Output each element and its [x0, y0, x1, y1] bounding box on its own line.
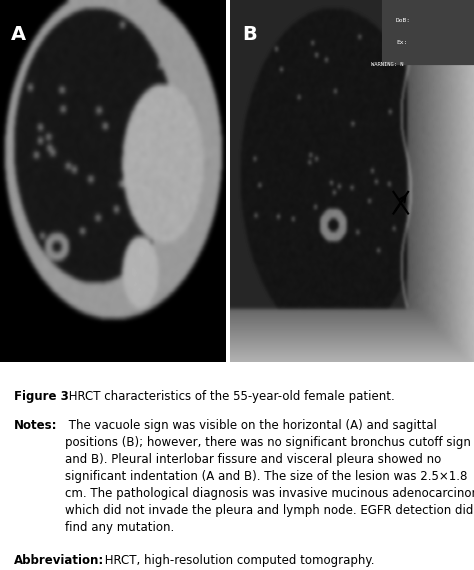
- Text: WARNING: N: WARNING: N: [372, 62, 404, 67]
- Text: The vacuole sign was visible on the horizontal (A) and sagittal
positions (B); h: The vacuole sign was visible on the hori…: [65, 419, 474, 534]
- Text: Notes:: Notes:: [14, 419, 58, 432]
- Text: Abbreviation:: Abbreviation:: [14, 555, 104, 568]
- Text: Figure 3: Figure 3: [14, 390, 69, 403]
- Text: HRCT, high-resolution computed tomography.: HRCT, high-resolution computed tomograph…: [101, 555, 374, 568]
- Text: HRCT characteristics of the 55-year-old female patient.: HRCT characteristics of the 55-year-old …: [65, 390, 395, 403]
- Text: B: B: [242, 25, 257, 44]
- Text: A: A: [11, 25, 27, 44]
- Text: DoB:: DoB:: [396, 18, 411, 23]
- Text: Ex:: Ex:: [396, 40, 407, 45]
